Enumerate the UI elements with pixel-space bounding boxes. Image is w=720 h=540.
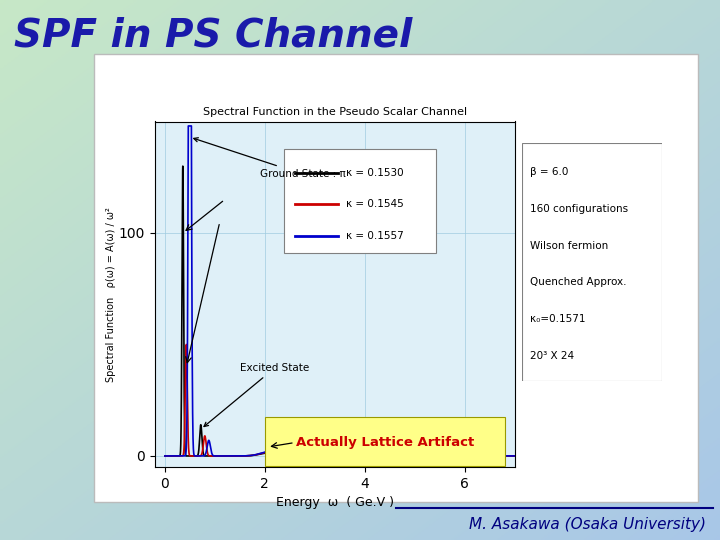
Text: κ = 0.1557: κ = 0.1557	[346, 231, 403, 240]
Bar	[284, 149, 436, 253]
Text: Continuum State: Continuum State	[294, 417, 383, 427]
Text: 160 configurations: 160 configurations	[531, 204, 629, 214]
Y-axis label: Spectral Function   ρ(ω) = A(ω) / ω²: Spectral Function ρ(ω) = A(ω) / ω²	[106, 207, 116, 382]
Text: Excited State: Excited State	[204, 363, 309, 427]
Text: Wilson fermion: Wilson fermion	[531, 240, 608, 251]
X-axis label: Energy  ω  ( Ge.V ): Energy ω ( Ge.V )	[276, 496, 394, 509]
Text: SPF in PS Channel: SPF in PS Channel	[14, 16, 413, 54]
Text: 20³ X 24: 20³ X 24	[531, 351, 575, 361]
Title: Spectral Function in the Pseudo Scalar Channel: Spectral Function in the Pseudo Scalar C…	[203, 106, 467, 117]
Text: κ = 0.1545: κ = 0.1545	[346, 199, 403, 210]
Text: β = 6.0: β = 6.0	[531, 167, 569, 177]
Bar	[94, 54, 698, 502]
Text: M. Asakawa (Osaka University): M. Asakawa (Osaka University)	[469, 517, 706, 532]
Text: Actually Lattice Artifact: Actually Lattice Artifact	[296, 436, 474, 449]
Bar	[265, 417, 505, 466]
Text: κ₀=0.1571: κ₀=0.1571	[531, 314, 586, 324]
Text: Ground State : π: Ground State : π	[194, 138, 346, 179]
Text: κ = 0.1530: κ = 0.1530	[346, 168, 403, 178]
Text: Quenched Approx.: Quenched Approx.	[531, 278, 627, 287]
